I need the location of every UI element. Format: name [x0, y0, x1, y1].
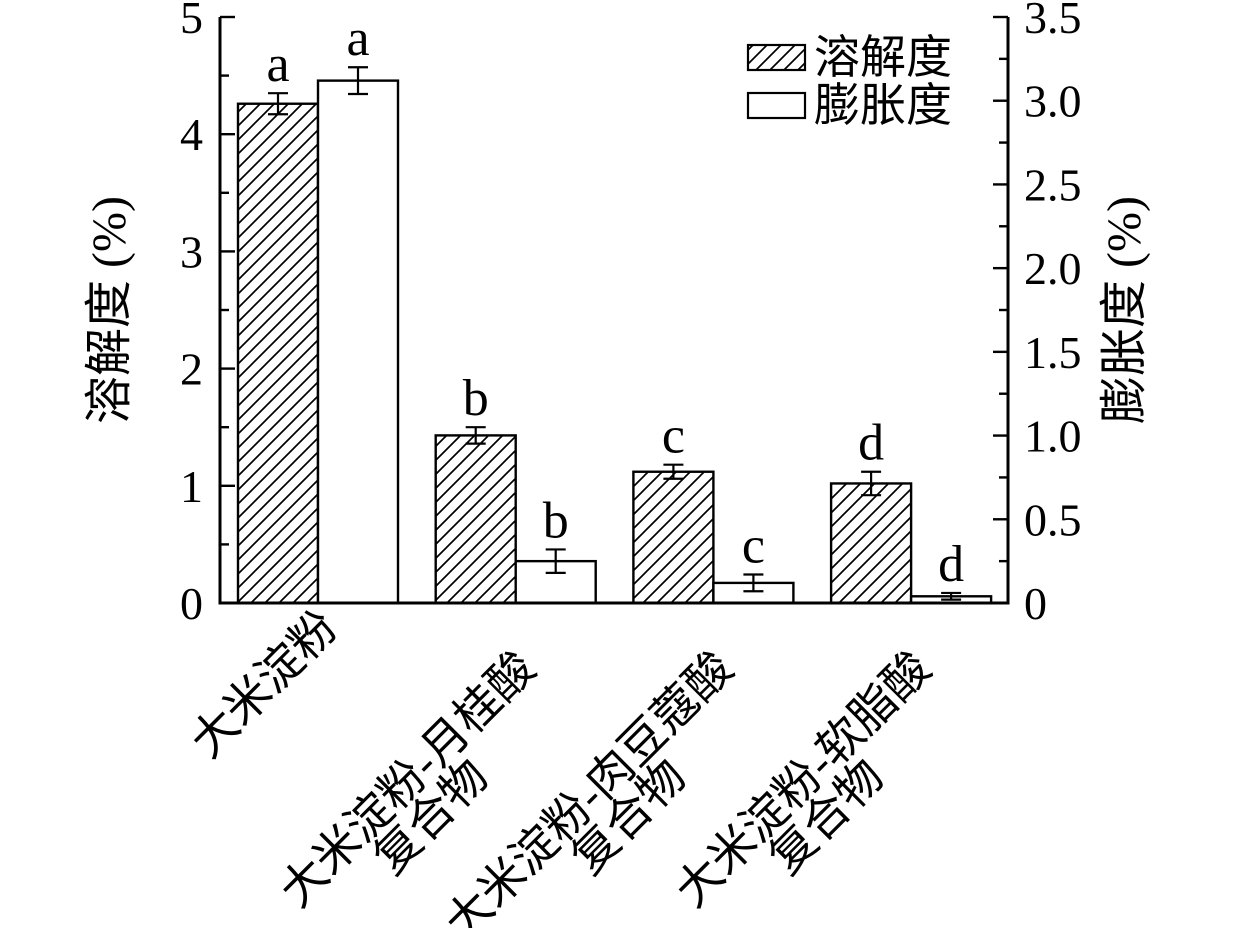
right-tick-label: 3.5: [1024, 0, 1082, 43]
left-axis-title: 溶解度 (%): [83, 196, 136, 424]
left-tick-label: 4: [180, 109, 203, 160]
bar-溶解度-2: [632, 470, 715, 605]
right-tick-label: 0: [1024, 578, 1047, 629]
sig-letter: d: [938, 536, 964, 593]
sig-letter: b: [463, 370, 489, 427]
bar-溶解度-3: [829, 482, 913, 605]
right-tick-label: 0.5: [1024, 494, 1082, 545]
bar-溶解度-1: [434, 434, 517, 605]
legend-label: 膨胀度: [814, 80, 952, 131]
sig-letter: c: [662, 408, 685, 465]
sig-letter: b: [543, 492, 569, 549]
sig-letter: c: [742, 518, 765, 575]
legend-swatch-hatched: [746, 43, 807, 72]
left-tick-label: 3: [180, 226, 203, 277]
right-tick-label: 1.0: [1024, 411, 1082, 462]
legend-swatch-open: [746, 91, 807, 120]
bar-溶解度-0: [236, 102, 320, 605]
sig-letter: d: [858, 415, 884, 472]
right-tick-label: 2.0: [1024, 243, 1082, 294]
left-tick-label: 0: [180, 578, 203, 629]
right-tick-label: 1.5: [1024, 327, 1082, 378]
sig-letter: a: [346, 10, 369, 67]
left-tick-label: 1: [180, 461, 203, 512]
sig-letter: a: [266, 36, 289, 93]
right-tick-label: 2.5: [1024, 159, 1082, 210]
bar-膨胀度-0: [316, 79, 400, 605]
left-tick-label: 2: [180, 344, 203, 395]
legend-label: 溶解度: [814, 32, 952, 83]
right-axis-title: 膨胀度 (%): [1098, 196, 1151, 424]
left-tick-label: 5: [180, 0, 203, 43]
right-tick-label: 3.0: [1024, 76, 1082, 127]
x-tick-label: 大米淀粉: [181, 601, 347, 767]
